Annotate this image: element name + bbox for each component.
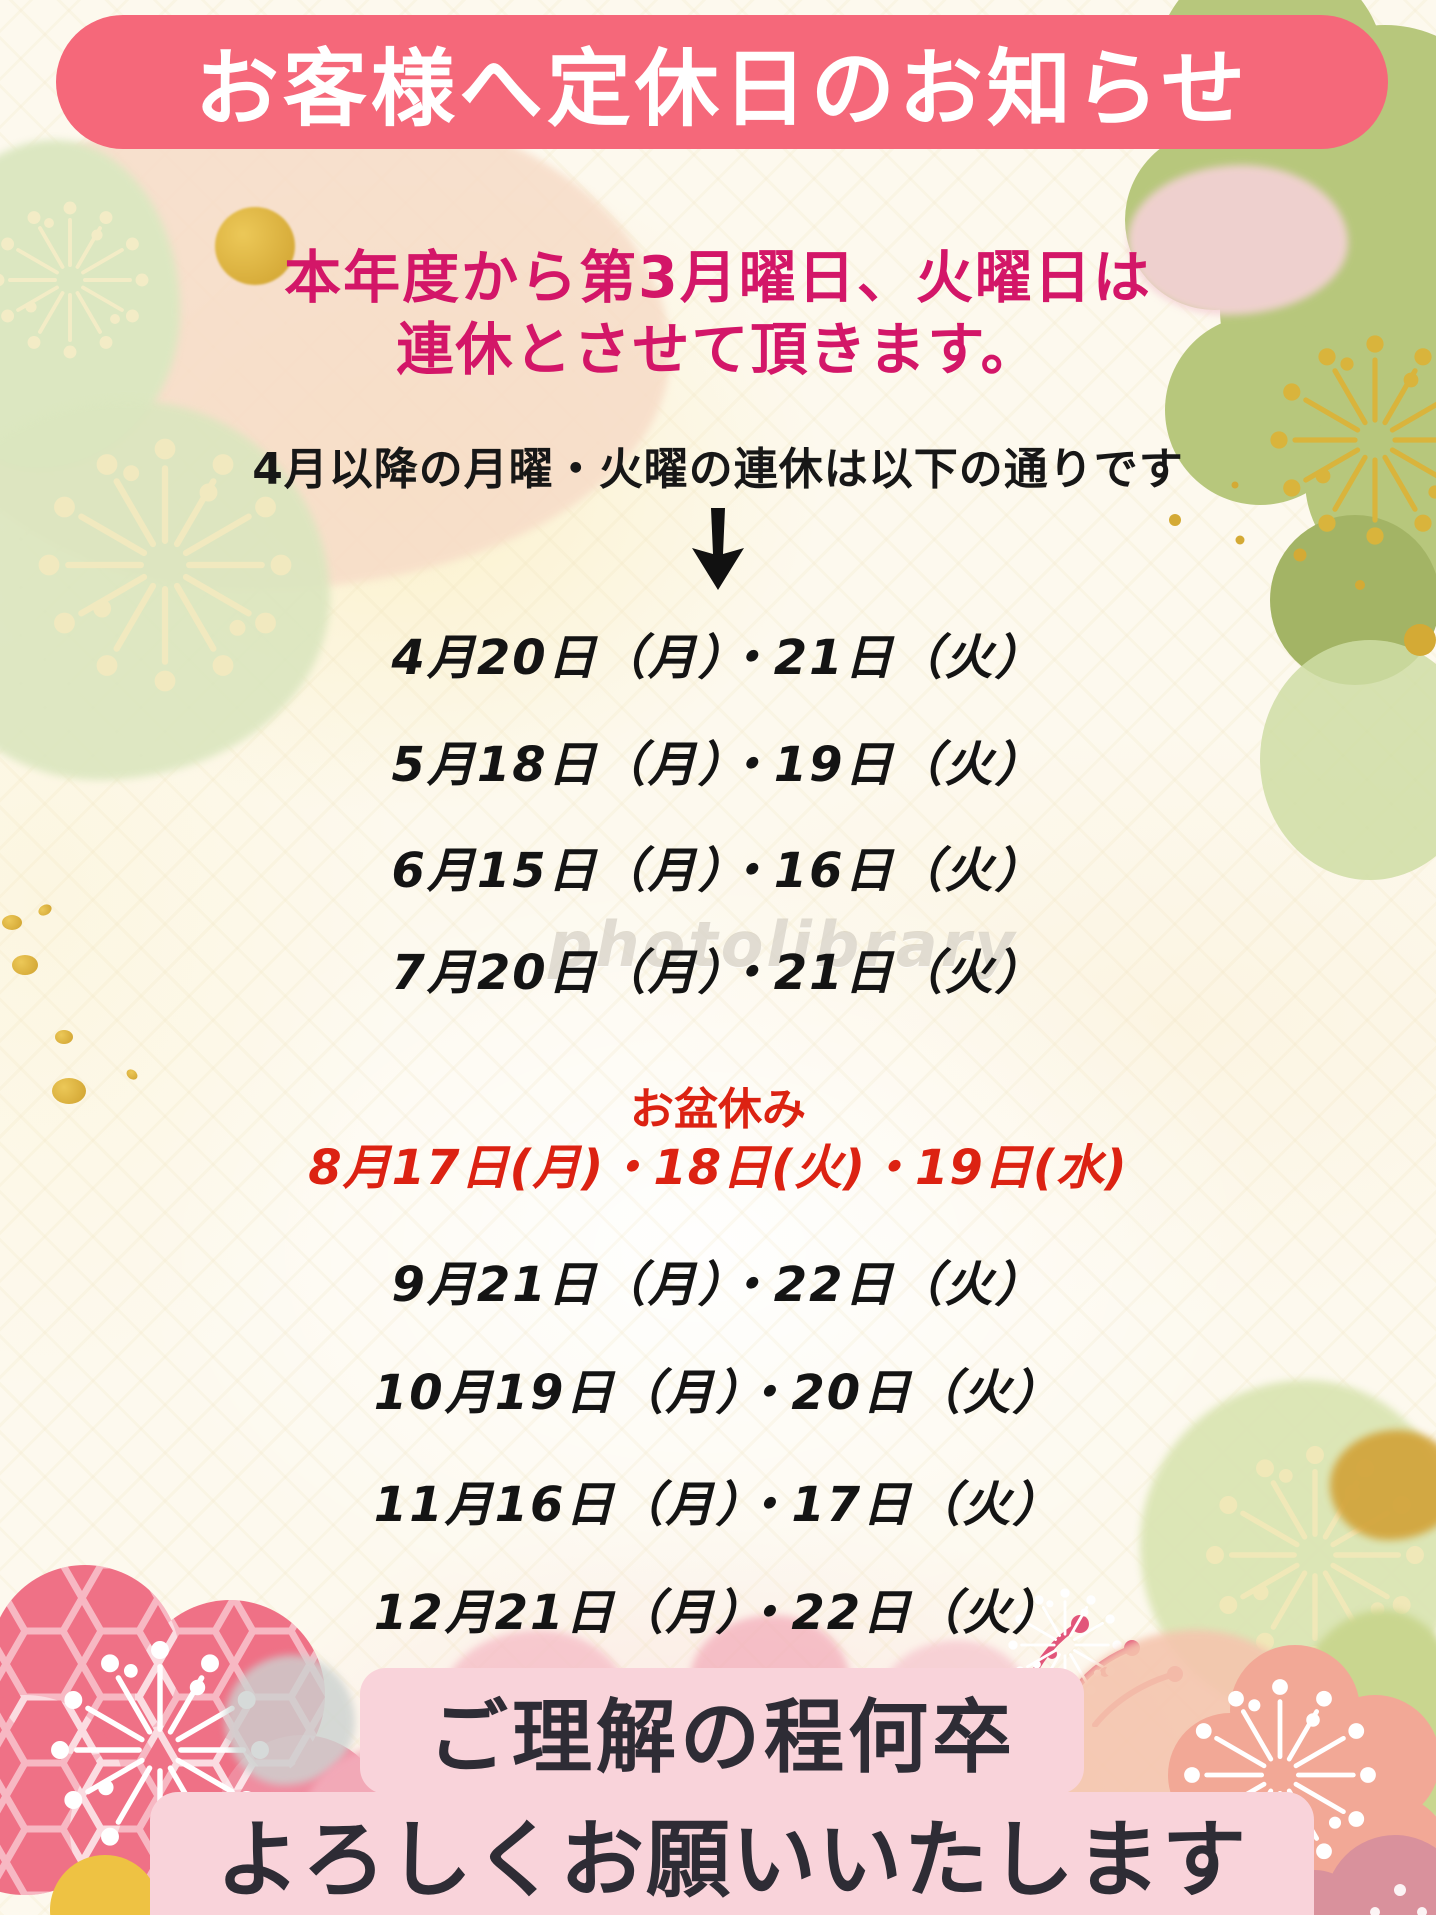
announcement-line-1: 本年度から第3月曜日、火曜日は (284, 245, 1152, 311)
closure-date-row: 7月20日（月）・21日（火） (391, 945, 1045, 1001)
title-banner: お客様へ定休日のお知らせ (56, 15, 1388, 149)
closure-date-row: 6月15日（月）・16日（火） (391, 843, 1045, 899)
closure-date-row: 12月21日（月）・22日（火） (373, 1585, 1063, 1641)
photolibrary-watermark: photolibrary (548, 908, 1018, 981)
gold-speck (12, 955, 38, 975)
announcement-line-2: 連休とさせて頂きます。 (396, 317, 1040, 383)
gold-speck (55, 1030, 73, 1044)
footer-message-line-1: ご理解の程何卒 (360, 1668, 1084, 1794)
closure-date-row: 4月20日（月）・21日（火） (391, 630, 1045, 686)
closure-date-row: 5月18日（月）・19日（火） (391, 737, 1045, 793)
gold-speck (36, 902, 54, 918)
closure-date-row: 9月21日（月）・22日（火） (391, 1257, 1045, 1313)
obon-holiday-dates: 8月17日(月)・18日(火)・19日(水) (308, 1140, 1128, 1196)
closure-date-row: 10月19日（月）・20日（火） (373, 1365, 1063, 1421)
down-arrow-icon (0, 508, 1436, 594)
footer-message-line-2: よろしくお願いいたします (150, 1792, 1314, 1915)
gold-circle-decoration (215, 207, 295, 285)
page-title: お客様へ定休日のお知らせ (194, 39, 1250, 138)
schedule-intro-text: 4月以降の月曜・火曜の連休は以下の通りです (252, 444, 1184, 495)
gold-speck (2, 915, 22, 930)
closure-date-row: 11月16日（月）・17日（火） (373, 1477, 1063, 1533)
gold-speck (52, 1078, 86, 1104)
obon-holiday-label: お盆休み (630, 1084, 806, 1135)
